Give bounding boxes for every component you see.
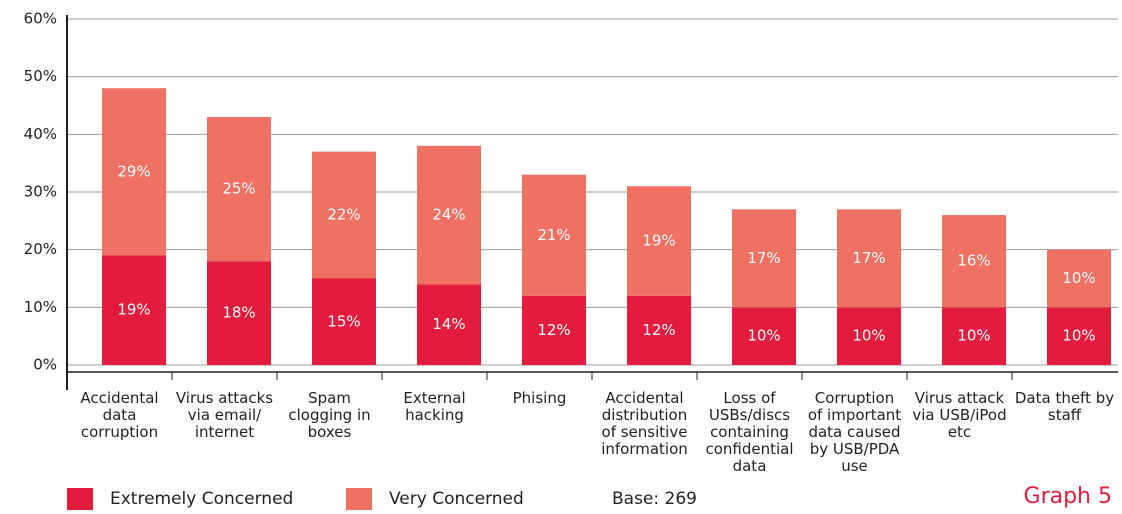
x-tick-label: Loss of USBs/discs containing confidential d…	[705, 389, 793, 475]
bar-segment	[1047, 307, 1111, 365]
legend-label: Extremely Concerned	[110, 489, 293, 509]
data-label: 25%	[222, 180, 255, 198]
data-label: 10%	[747, 327, 780, 345]
bar-segment	[207, 117, 271, 262]
bar-segment	[627, 186, 691, 296]
data-label: 21%	[537, 226, 570, 244]
bar-segment	[732, 307, 796, 365]
y-tick-label: 60%	[24, 10, 57, 28]
data-label: 15%	[327, 312, 360, 330]
x-tick-label: Phising	[513, 389, 567, 407]
data-label: 10%	[1062, 327, 1095, 345]
x-tick-label: Accidental distribution of sensitive inform…	[601, 389, 688, 458]
data-label: 22%	[327, 206, 360, 224]
data-label: 12%	[537, 321, 570, 339]
y-tick-label: 30%	[24, 183, 57, 201]
x-tick-label: Virus attacks via email/internet	[176, 389, 273, 441]
data-label: 17%	[747, 249, 780, 267]
data-label: 12%	[642, 321, 675, 339]
x-tick-label: Corruption of important data caused by USB/…	[808, 389, 901, 475]
data-label: 24%	[432, 206, 465, 224]
y-tick-label: 20%	[24, 240, 57, 258]
bar-segment	[732, 209, 796, 308]
bar-segment	[417, 145, 481, 285]
y-tick-label: 0%	[33, 356, 57, 374]
legend-label: Very Concerned	[389, 489, 524, 509]
bar-segment	[312, 278, 376, 365]
bar-segment	[312, 151, 376, 279]
y-tick-label: 10%	[24, 298, 57, 316]
bar-segment	[207, 261, 271, 365]
x-tick-label: Virus attack via USB/iPod etc	[912, 389, 1006, 441]
x-tick-label: External hacking	[403, 389, 465, 424]
bar-segment	[522, 295, 586, 365]
bar-segment	[417, 284, 481, 365]
data-label: 29%	[117, 162, 150, 180]
bar-segment	[102, 255, 166, 365]
bar-segment	[627, 295, 691, 365]
data-label: 10%	[957, 327, 990, 345]
bar-segment	[522, 174, 586, 296]
y-tick-label: 50%	[24, 67, 57, 85]
data-label: 19%	[117, 301, 150, 319]
legend-swatch	[67, 488, 93, 510]
y-tick-label: 40%	[24, 125, 57, 143]
graph-caption: Graph 5	[1024, 484, 1112, 509]
legend-swatch	[346, 488, 372, 510]
data-label: 18%	[222, 304, 255, 322]
data-label: 10%	[1062, 269, 1095, 287]
data-label: 10%	[852, 327, 885, 345]
data-label: 17%	[852, 249, 885, 267]
x-tick-label: Accidental data corruption	[80, 389, 158, 441]
bar-segment	[837, 209, 901, 308]
bar-segment	[837, 307, 901, 365]
x-tick-label: Spam clogging in boxes	[288, 389, 370, 441]
bar-segment	[102, 88, 166, 256]
base-note: Base: 269	[612, 489, 697, 509]
data-label: 16%	[957, 252, 990, 270]
bar-segment	[1047, 249, 1111, 308]
x-tick-label: Data theft by staff	[1015, 389, 1114, 424]
bar-segment	[942, 307, 1006, 365]
data-label: 19%	[642, 232, 675, 250]
bar-segment	[942, 215, 1006, 308]
data-label: 14%	[432, 315, 465, 333]
